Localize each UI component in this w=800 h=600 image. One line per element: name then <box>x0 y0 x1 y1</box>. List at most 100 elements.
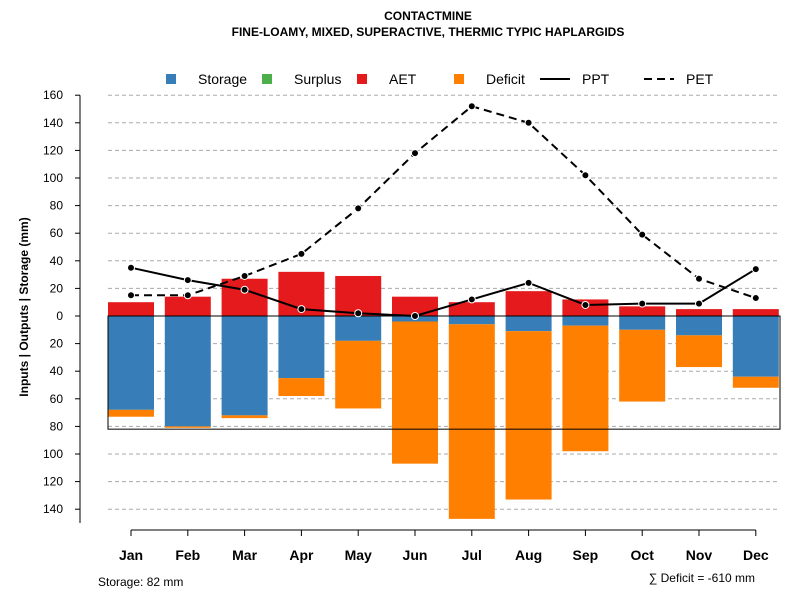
y-tick-label: 20 <box>50 281 64 295</box>
x-tick-label: Jul <box>462 547 482 563</box>
storage-bar <box>448 316 495 325</box>
pet-legend-label: PET <box>686 71 714 87</box>
storage-bar <box>676 316 722 336</box>
aet-bar <box>676 309 722 316</box>
y-axis-label: Inputs | Outputs | Storage (mm) <box>17 217 31 396</box>
deficit-bar <box>108 409 154 417</box>
y-tick-label: 120 <box>43 475 63 489</box>
ppt-point <box>297 305 306 314</box>
x-tick-label: Mar <box>232 547 257 563</box>
deficit-bar <box>164 426 211 428</box>
deficit-bar <box>505 331 552 500</box>
ppt-point <box>581 300 590 309</box>
y-tick-label: 0 <box>56 309 63 323</box>
x-tick-label: Apr <box>289 547 314 563</box>
surplus-legend-swatch <box>262 74 272 84</box>
x-tick-label: Dec <box>743 547 769 563</box>
ppt-point <box>524 278 533 287</box>
y-tick-label: 20 <box>50 337 64 351</box>
aet-legend-swatch <box>357 74 367 84</box>
x-tick-label: Sep <box>573 547 599 563</box>
deficit-bar <box>335 340 382 409</box>
y-tick-label: 160 <box>43 88 63 102</box>
storage-bar <box>562 316 609 326</box>
pet-point <box>240 271 249 280</box>
storage-capacity-box <box>107 315 781 430</box>
ppt-line <box>130 266 757 318</box>
aet-bar <box>221 278 268 316</box>
ppt-point <box>127 263 135 272</box>
y-tick-label: 80 <box>50 199 64 213</box>
storage-legend-label: Storage <box>198 71 247 87</box>
storage-bar <box>619 316 666 330</box>
pet-point <box>581 171 590 180</box>
chart-title: CONTACTMINE <box>384 9 472 23</box>
x-tick-label: Jan <box>119 547 143 563</box>
aet-bar <box>619 306 666 316</box>
ppt-point <box>411 312 419 320</box>
pet-point <box>411 149 419 158</box>
ppt-point <box>183 276 192 285</box>
x-tick-label: Aug <box>515 547 542 563</box>
legend: Storage Surplus AET Deficit PPT PET <box>166 71 714 87</box>
ppt-point <box>467 295 476 304</box>
deficit-bar <box>221 415 268 419</box>
y-tick-label: 120 <box>43 143 63 157</box>
aet-bar <box>505 291 552 316</box>
deficit-bar <box>448 324 495 519</box>
storage-bar <box>335 316 382 341</box>
x-tick-label: Feb <box>175 547 200 563</box>
ppt-point <box>354 309 363 318</box>
pet-point <box>297 249 306 258</box>
y-tick-label: 80 <box>50 419 64 433</box>
pet-point <box>467 102 476 111</box>
deficit-legend-label: Deficit <box>486 71 525 87</box>
storage-annotation: Storage: 82 mm <box>98 575 183 589</box>
pet-point <box>183 291 192 300</box>
deficit-bar <box>732 376 779 388</box>
pet-point <box>127 291 135 300</box>
storage-bar <box>732 316 779 377</box>
pet-point <box>695 274 703 283</box>
deficit-bar <box>392 321 438 464</box>
y-tick-label: 100 <box>43 447 63 461</box>
storage-bar <box>221 316 268 416</box>
deficit-bar <box>619 329 666 402</box>
y-tick-label: 140 <box>43 502 63 516</box>
y-tick-label: 60 <box>50 226 64 240</box>
storage-bar <box>108 316 154 410</box>
aet-bar <box>164 296 211 316</box>
ppt-point <box>240 285 249 294</box>
x-tick-label: May <box>345 547 372 563</box>
deficit-bar <box>562 325 609 452</box>
y-tick-label: 40 <box>50 364 64 378</box>
storage-legend-swatch <box>166 74 176 84</box>
x-tick-label: Nov <box>686 547 713 563</box>
aet-bar <box>108 302 154 316</box>
storage-bar <box>278 316 325 379</box>
ppt-legend-label: PPT <box>582 71 610 87</box>
aet-bar <box>448 302 495 316</box>
pet-point <box>638 230 647 239</box>
ppt-point <box>695 299 703 308</box>
axes: 160 140 120 100 80 60 40 20 0 20 40 60 80 100 120 140 Ja… <box>43 88 769 563</box>
deficit-bar <box>676 335 722 368</box>
storage-bar <box>164 316 211 427</box>
storage-box <box>107 315 781 430</box>
deficit-legend-swatch <box>454 74 464 84</box>
gridlines <box>108 94 780 510</box>
ppt-point <box>638 299 647 308</box>
pet-point <box>354 204 363 213</box>
y-tick-label: 140 <box>43 116 63 130</box>
pet-point <box>524 118 533 127</box>
surplus-legend-label: Surplus <box>294 71 341 87</box>
pet-line <box>131 105 757 300</box>
aet-bar <box>732 309 779 316</box>
deficit-bar <box>278 378 325 397</box>
aet-bar <box>392 296 438 316</box>
x-tick-label: Jun <box>403 547 428 563</box>
bars <box>108 271 779 519</box>
ppt-point <box>751 265 760 274</box>
aet-legend-label: AET <box>389 71 417 87</box>
